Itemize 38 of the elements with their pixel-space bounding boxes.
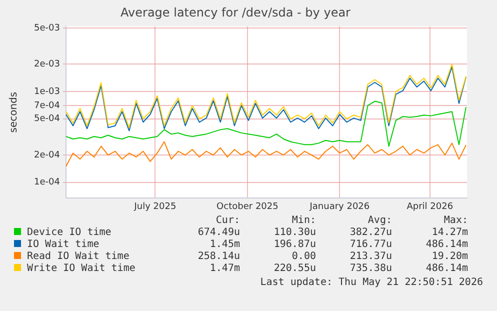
- y-tick-label: 5e-04: [34, 114, 60, 124]
- text: 220.55u: [272, 263, 316, 275]
- text: 196.87u: [272, 239, 316, 251]
- x-tick-label: April 2026: [406, 202, 454, 212]
- text: 14.27m: [430, 227, 468, 239]
- text: 674.49u: [196, 227, 240, 239]
- legend-label: Write IO Wait time: [26, 263, 136, 275]
- text: Cur:: [214, 215, 240, 227]
- text: Last update: Thu May 21 22:50:51 2026: [260, 277, 483, 288]
- text: 258.14u: [196, 251, 240, 263]
- x-tick-label: October 2025: [216, 202, 278, 212]
- text: 382.27u: [348, 227, 392, 239]
- y-tick-label: 2e-04: [34, 150, 60, 160]
- legend-label: Device IO time: [26, 227, 112, 239]
- chart-title: Average latency for /dev/sda - by year: [120, 5, 351, 20]
- y-tick-label: 1e-03: [34, 86, 60, 97]
- text: Min:: [290, 215, 316, 227]
- text: 213.37u: [348, 251, 392, 263]
- text: 110.30u: [272, 227, 316, 239]
- text: Max:: [442, 215, 468, 227]
- y-tick-label: 2e-03: [34, 59, 60, 70]
- y-axis-title: seconds: [8, 92, 20, 133]
- text: 716.77u: [348, 239, 392, 251]
- text: 0.00: [290, 251, 316, 263]
- y-tick-label: 7e-04: [34, 100, 60, 111]
- text: 486.14m: [424, 263, 468, 275]
- text: 735.38u: [348, 263, 392, 275]
- y-tick-label: 1e-04: [34, 178, 60, 188]
- y-tick-label: 5e-03: [34, 23, 60, 34]
- text: 486.14m: [424, 239, 468, 251]
- text: 1.45m: [208, 239, 240, 251]
- legend-label: Read IO Wait time: [26, 251, 130, 263]
- legend-label: IO Wait time: [26, 239, 100, 251]
- text: 1.47m: [208, 263, 240, 275]
- x-tick-label: January 2026: [308, 202, 370, 212]
- x-tick-label: July 2025: [133, 202, 176, 212]
- text: Avg:: [366, 215, 392, 227]
- text: 19.20m: [430, 251, 468, 263]
